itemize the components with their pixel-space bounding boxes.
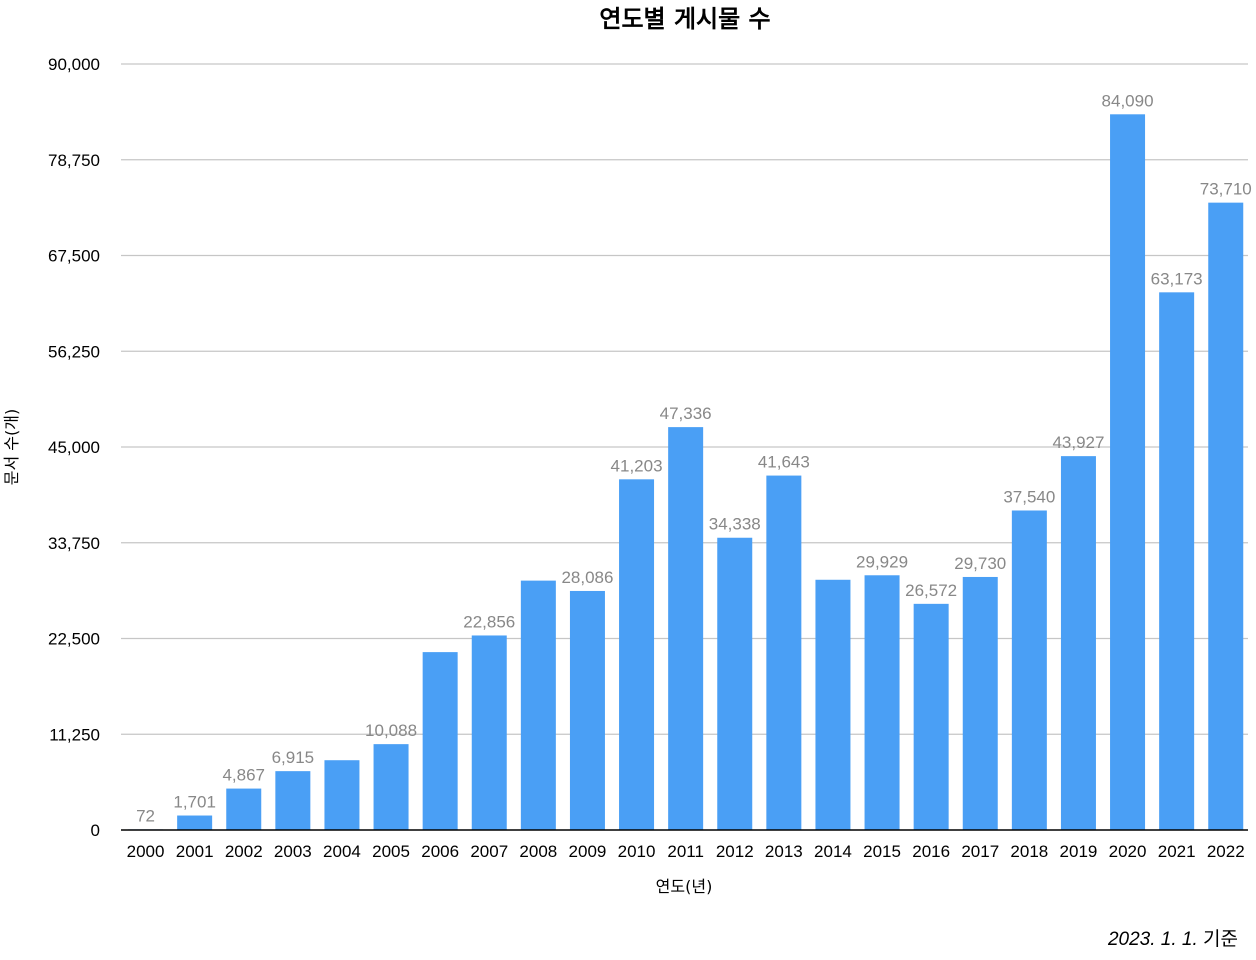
bar (962, 576, 998, 830)
x-tick-label: 2017 (961, 842, 999, 861)
data-labels: 72 1,701 4,867 6,915 10,088 22,856 28,086 41,20… (136, 91, 1252, 825)
data-label: 28,086 (561, 568, 613, 587)
data-label: 43,927 (1052, 433, 1104, 452)
y-tick-label: 90,000 (48, 55, 100, 74)
data-label: 34,338 (709, 515, 761, 534)
x-tick-label: 2011 (667, 842, 704, 861)
x-tick-label: 2015 (863, 842, 901, 861)
x-tick-label: 2004 (323, 842, 361, 861)
x-tick-label: 2007 (470, 842, 508, 861)
footnote-suffix: 기준 (1203, 929, 1238, 950)
data-label: 22,856 (463, 612, 515, 631)
bar (177, 815, 213, 830)
x-tick-label: 2010 (618, 842, 656, 861)
data-label: 72 (136, 806, 155, 825)
footnote-date: 2023. 1. 1. (1107, 929, 1198, 950)
data-label: 84,090 (1102, 91, 1154, 110)
data-label: 6,915 (272, 748, 315, 767)
bar (619, 479, 655, 830)
bar (1110, 114, 1146, 831)
bar (569, 590, 605, 830)
x-tick-label: 2005 (372, 842, 410, 861)
bar (422, 652, 458, 830)
x-tick-label: 2000 (127, 842, 165, 861)
bar (471, 635, 507, 830)
y-axis-label: 문서 수(개) (2, 409, 21, 485)
y-tick-label: 33,750 (48, 534, 100, 553)
data-label: 47,336 (660, 404, 712, 423)
bar (668, 427, 704, 830)
data-label: 37,540 (1003, 487, 1055, 506)
x-axis-label: 연도(년) (656, 877, 713, 896)
x-tick-label: 2009 (569, 842, 607, 861)
data-label: 10,088 (365, 721, 417, 740)
x-tick-label: 2012 (716, 842, 754, 861)
bar (275, 771, 311, 830)
bar (864, 575, 900, 830)
x-tick-label: 2008 (519, 842, 557, 861)
data-label: 41,643 (758, 453, 810, 472)
y-tick-label: 11,250 (49, 725, 100, 744)
x-tick-label: 2016 (912, 842, 950, 861)
data-label: 63,173 (1151, 269, 1203, 288)
bar (226, 788, 262, 830)
bar (1011, 510, 1047, 830)
y-tick-label: 78,750 (48, 151, 100, 170)
bar (520, 580, 556, 830)
data-label: 1,701 (173, 793, 216, 812)
footnote: 2023. 1. 1. 기준 (1108, 924, 1238, 951)
bar (717, 537, 753, 830)
x-tick-label: 2019 (1060, 842, 1098, 861)
bar (324, 760, 360, 830)
data-label: 4,867 (222, 766, 265, 785)
bar (373, 744, 409, 830)
bar (1159, 292, 1195, 830)
x-tick-label: 2001 (176, 842, 214, 861)
bar (1060, 456, 1096, 830)
bar (913, 603, 949, 830)
y-tick-label: 45,000 (48, 438, 100, 457)
y-tick-label: 0 (91, 821, 100, 840)
x-tick-label: 2021 (1158, 842, 1196, 861)
data-label: 29,730 (954, 554, 1006, 573)
data-label: 29,929 (856, 552, 908, 571)
y-tick-label: 56,250 (48, 342, 100, 361)
bar (766, 475, 802, 830)
bar (815, 579, 851, 830)
x-tick-label: 2014 (814, 842, 852, 861)
x-tick-label: 2003 (274, 842, 312, 861)
x-tick-label: 2002 (225, 842, 263, 861)
y-tick-label: 67,500 (48, 247, 100, 266)
x-tick-label: 2020 (1109, 842, 1147, 861)
x-tick-label: 2006 (421, 842, 459, 861)
data-label: 26,572 (905, 581, 957, 600)
chart-title: 연도별 게시물 수 (599, 5, 770, 33)
data-label: 41,203 (611, 456, 663, 475)
bars (128, 114, 1244, 831)
x-tick-label: 2022 (1207, 842, 1245, 861)
x-axis-ticks: 2000 2001 2002 2003 2004 2005 2006 2007 2008 2009… (127, 842, 1245, 861)
data-label: 73,710 (1200, 180, 1252, 199)
x-tick-label: 2018 (1010, 842, 1048, 861)
y-tick-label: 22,500 (48, 630, 100, 649)
y-axis-ticks: 0 11,250 22,500 33,750 45,000 56,250 67,500 78,… (48, 55, 100, 840)
bar (1208, 202, 1244, 830)
x-tick-label: 2013 (765, 842, 803, 861)
